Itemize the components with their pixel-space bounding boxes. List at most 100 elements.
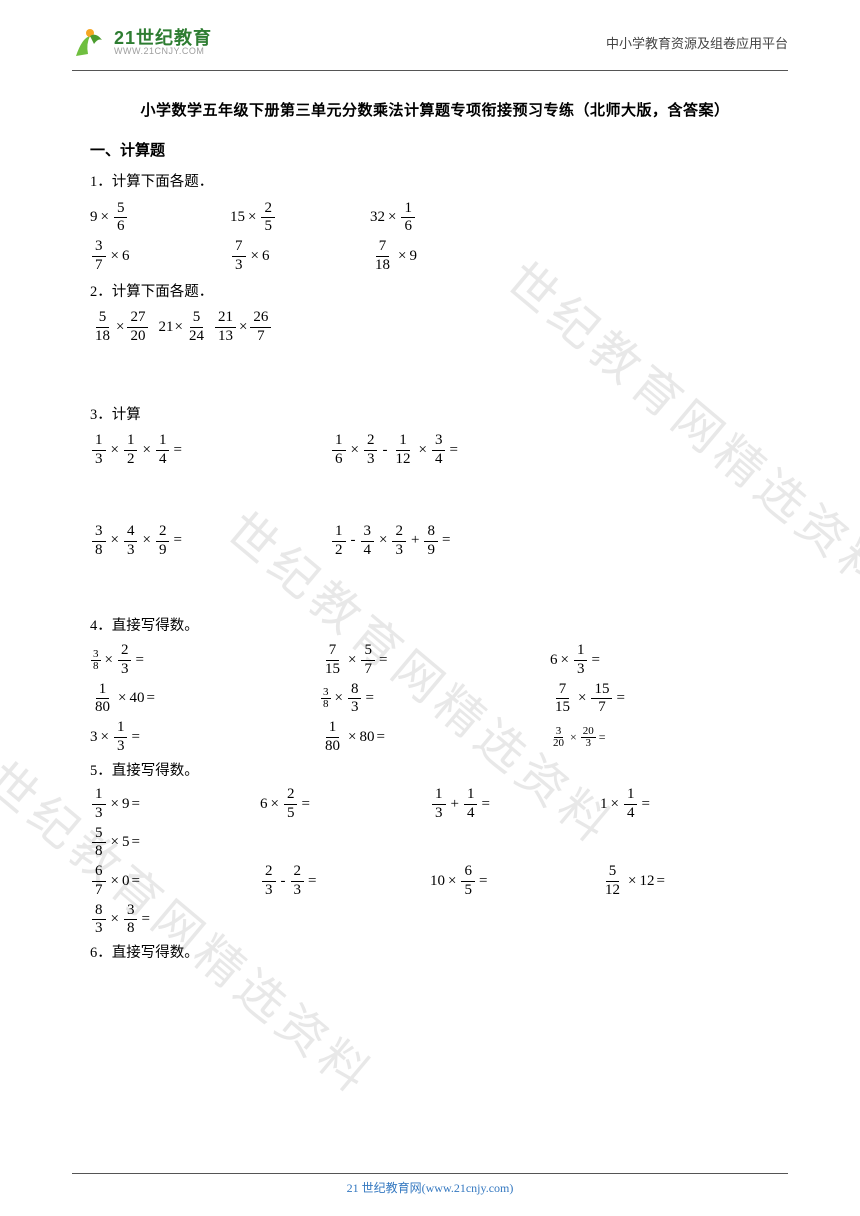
q4-row2: 180×40= 38×83= 715×157= — [90, 682, 780, 717]
frac-num: 3 — [432, 433, 446, 451]
frac-den: 3 — [232, 257, 246, 274]
frac-den: 9 — [156, 542, 170, 559]
q5-row2: 58×5= — [90, 826, 780, 861]
frac-num: 4 — [124, 524, 138, 542]
frac-den: 8 — [321, 699, 331, 710]
frac-num: 2 — [262, 864, 276, 882]
frac-den: 3 — [291, 882, 305, 899]
frac-den: 4 — [432, 451, 446, 468]
frac-den: 18 — [372, 257, 393, 274]
frac-num: 3 — [554, 726, 564, 738]
frac-den: 80 — [322, 738, 343, 755]
frac-den: 3 — [124, 542, 138, 559]
frac-num: 1 — [92, 433, 106, 451]
num: 0 — [122, 869, 130, 895]
frac-num: 1 — [124, 433, 138, 451]
num: 3 — [90, 725, 98, 751]
frac-den: 8 — [91, 661, 101, 672]
frac-den: 12 — [602, 882, 623, 899]
frac-num: 2 — [291, 864, 305, 882]
frac-num: 1 — [332, 524, 346, 542]
frac-den: 3 — [92, 920, 106, 937]
q3-label: 3．计算 — [90, 403, 780, 428]
frac-num: 5 — [361, 643, 375, 661]
page-footer: 21 世纪教育网(www.21cnjy.com) — [0, 1179, 860, 1196]
q6-label: 6．直接写得数。 — [90, 941, 780, 966]
q1-row2: 37×6 73×6 718×9 — [90, 239, 780, 274]
frac-num: 5 — [96, 310, 110, 328]
frac-num: 8 — [348, 682, 362, 700]
q4-label: 4．直接写得数。 — [90, 614, 780, 639]
frac-den: 8 — [92, 542, 106, 559]
frac-den: 4 — [156, 451, 170, 468]
frac-den: 6 — [114, 218, 128, 235]
num: 1 — [600, 792, 608, 818]
frac-den: 3 — [574, 661, 588, 678]
frac-den: 3 — [114, 738, 128, 755]
logo-text-cn: 21世纪教育 — [114, 29, 212, 47]
frac-num: 1 — [326, 720, 340, 738]
num: 10 — [430, 869, 445, 895]
frac-den: 7 — [254, 328, 268, 345]
frac-den: 20 — [551, 738, 566, 749]
frac-num: 8 — [92, 903, 106, 921]
frac-num: 1 — [96, 682, 110, 700]
q1-row1: 9×56 15×25 32×16 — [90, 201, 780, 236]
num: 5 — [122, 830, 130, 856]
q1-label: 1．计算下面各题． — [90, 170, 780, 195]
num: 6 — [262, 244, 270, 270]
frac-den: 5 — [461, 882, 475, 899]
frac-num: 1 — [624, 787, 638, 805]
q2-row: 518×2720 21×524 2113×267 — [90, 310, 780, 345]
frac-den: 3 — [584, 738, 594, 749]
logo-text-url: WWW.21CNJY.COM — [114, 47, 212, 56]
footer-rule — [72, 1173, 788, 1174]
frac-den: 80 — [92, 699, 113, 716]
logo: 21世纪教育 WWW.21CNJY.COM — [72, 24, 212, 60]
frac-den: 2 — [332, 542, 346, 559]
frac-num: 8 — [424, 524, 438, 542]
num: 21 — [158, 315, 173, 341]
q5-row4: 83×38= — [90, 903, 780, 938]
frac-den: 3 — [392, 542, 406, 559]
frac-num: 3 — [124, 903, 138, 921]
frac-den: 7 — [595, 699, 609, 716]
header-right-text: 中小学教育资源及组卷应用平台 — [606, 33, 788, 52]
q5-row3: 67×0= 23-23= 10×65= 512×12= — [90, 864, 780, 899]
q3-row1: 13×12×14= 16×23-112×34= — [90, 433, 780, 468]
frac-den: 3 — [262, 882, 276, 899]
page-title: 小学数学五年级下册第三单元分数乘法计算题专项衔接预习专练（北师大版，含答案） — [90, 99, 780, 125]
frac-den: 3 — [92, 451, 106, 468]
frac-num: 1 — [401, 201, 415, 219]
frac-den: 8 — [124, 920, 138, 937]
num: 80 — [359, 725, 374, 751]
q4-row1: 38×23= 715×57= 6×13= — [90, 643, 780, 678]
frac-den: 3 — [432, 805, 446, 822]
num: 9 — [90, 205, 98, 231]
q2-label: 2．计算下面各题． — [90, 280, 780, 305]
q5-row1: 13×9= 6×25= 13+14= 1×14= — [90, 787, 780, 822]
frac-den: 6 — [401, 218, 415, 235]
frac-num: 15 — [591, 682, 612, 700]
frac-num: 1 — [574, 643, 588, 661]
frac-den: 4 — [624, 805, 638, 822]
num: 9 — [122, 792, 130, 818]
frac-num: 1 — [332, 433, 346, 451]
section-heading: 一、计算题 — [90, 139, 780, 165]
frac-den: 3 — [348, 699, 362, 716]
frac-num: 1 — [396, 433, 410, 451]
num: 6 — [122, 244, 130, 270]
frac-den: 7 — [92, 257, 106, 274]
frac-den: 18 — [92, 328, 113, 345]
frac-den: 4 — [361, 542, 375, 559]
frac-num: 27 — [127, 310, 148, 328]
num: 32 — [370, 205, 385, 231]
frac-den: 8 — [92, 843, 106, 860]
frac-num: 5 — [190, 310, 204, 328]
frac-num: 26 — [250, 310, 271, 328]
frac-num: 2 — [392, 524, 406, 542]
frac-num: 2 — [156, 524, 170, 542]
frac-num: 1 — [92, 787, 106, 805]
frac-den: 5 — [284, 805, 298, 822]
frac-num: 3 — [361, 524, 375, 542]
